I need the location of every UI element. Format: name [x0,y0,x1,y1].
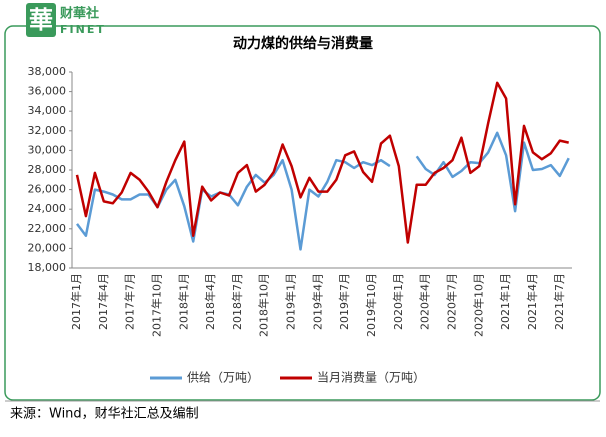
x-tick-label: 2019年4月 [310,273,324,330]
y-tick-label: 18,000 [28,261,67,274]
x-tick-label: 2017年7月 [123,273,137,330]
x-tick-label: 2018年10月 [257,273,271,337]
y-tick-label: 36,000 [28,85,67,98]
y-tick-label: 32,000 [28,124,67,137]
x-tick-label: 2020年7月 [444,273,458,330]
x-tick-label: 2021年4月 [525,273,539,330]
legend-label: 供给（万吨） [187,371,259,385]
x-tick-label: 2020年10月 [471,273,485,337]
y-tick-label: 28,000 [28,163,67,176]
x-tick-label: 2021年1月 [498,273,512,330]
y-tick-label: 20,000 [28,241,67,254]
y-tick-label: 30,000 [28,143,67,156]
y-tick-label: 38,000 [28,65,67,78]
x-tick-label: 2019年1月 [284,273,298,330]
y-tick-label: 24,000 [28,202,67,215]
frame [4,25,601,401]
legend-label: 当月消费量（万吨） [317,371,425,385]
x-tick-label: 2018年1月 [176,273,190,330]
x-tick-label: 2017年4月 [96,273,110,330]
series-line [75,81,569,244]
y-tick-label: 26,000 [28,183,67,196]
x-tick-label: 2020年4月 [418,273,432,330]
logo-box [26,3,56,37]
x-tick-label: 2018年4月 [203,273,217,330]
logo-sub: FINET [60,23,106,36]
logo-name: 财華社 [60,6,99,22]
y-tick-label: 22,000 [28,222,67,235]
source-note: 来源：Wind，财华社汇总及编制 [10,406,199,422]
logo-mark: 華 [29,6,53,34]
x-tick-label: 2017年10月 [149,273,163,337]
x-tick-label: 2018年7月 [230,273,244,330]
x-tick-label: 2017年1月 [69,273,83,330]
chart-title: 动力煤的供给与消费量 [233,35,373,52]
x-tick-label: 2019年7月 [337,273,351,330]
x-tick-label: 2020年1月 [391,273,405,330]
series-line [76,131,570,251]
x-tick-label: 2021年7月 [552,273,566,330]
y-tick-label: 34,000 [28,104,67,117]
x-tick-label: 2019年10月 [364,273,378,337]
